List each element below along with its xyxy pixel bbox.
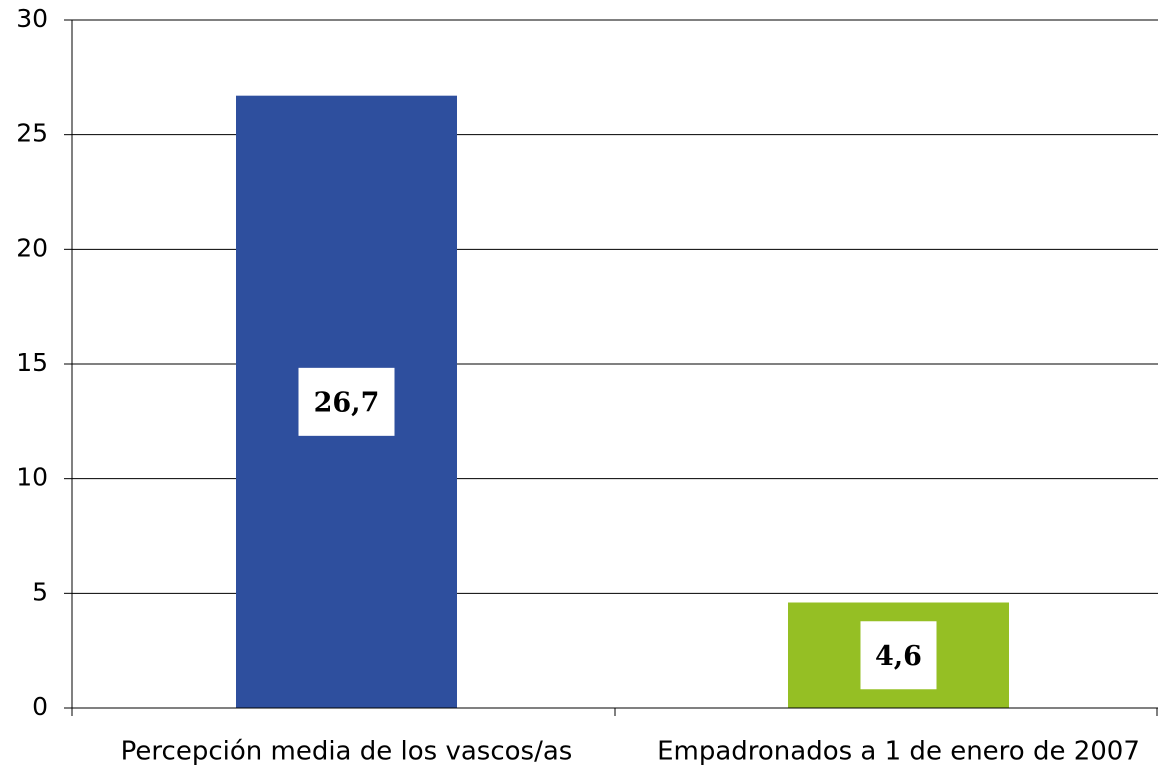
value-label: 26,7 <box>314 387 380 418</box>
y-tick-label: 25 <box>16 119 48 148</box>
y-tick-label: 15 <box>16 348 48 377</box>
value-label-box <box>860 621 937 690</box>
value-label: 4,6 <box>875 641 922 672</box>
y-tick-label: 30 <box>16 4 48 33</box>
y-tick-label: 0 <box>32 692 48 721</box>
x-tick-label: Empadronados a 1 de enero de 2007 <box>657 737 1140 767</box>
y-tick-label: 20 <box>16 233 48 262</box>
y-tick-label: 5 <box>32 577 48 606</box>
value-label-box <box>298 367 395 436</box>
x-tick-label: Percepción media de los vascos/as <box>121 737 573 767</box>
y-tick-label: 10 <box>16 463 48 492</box>
